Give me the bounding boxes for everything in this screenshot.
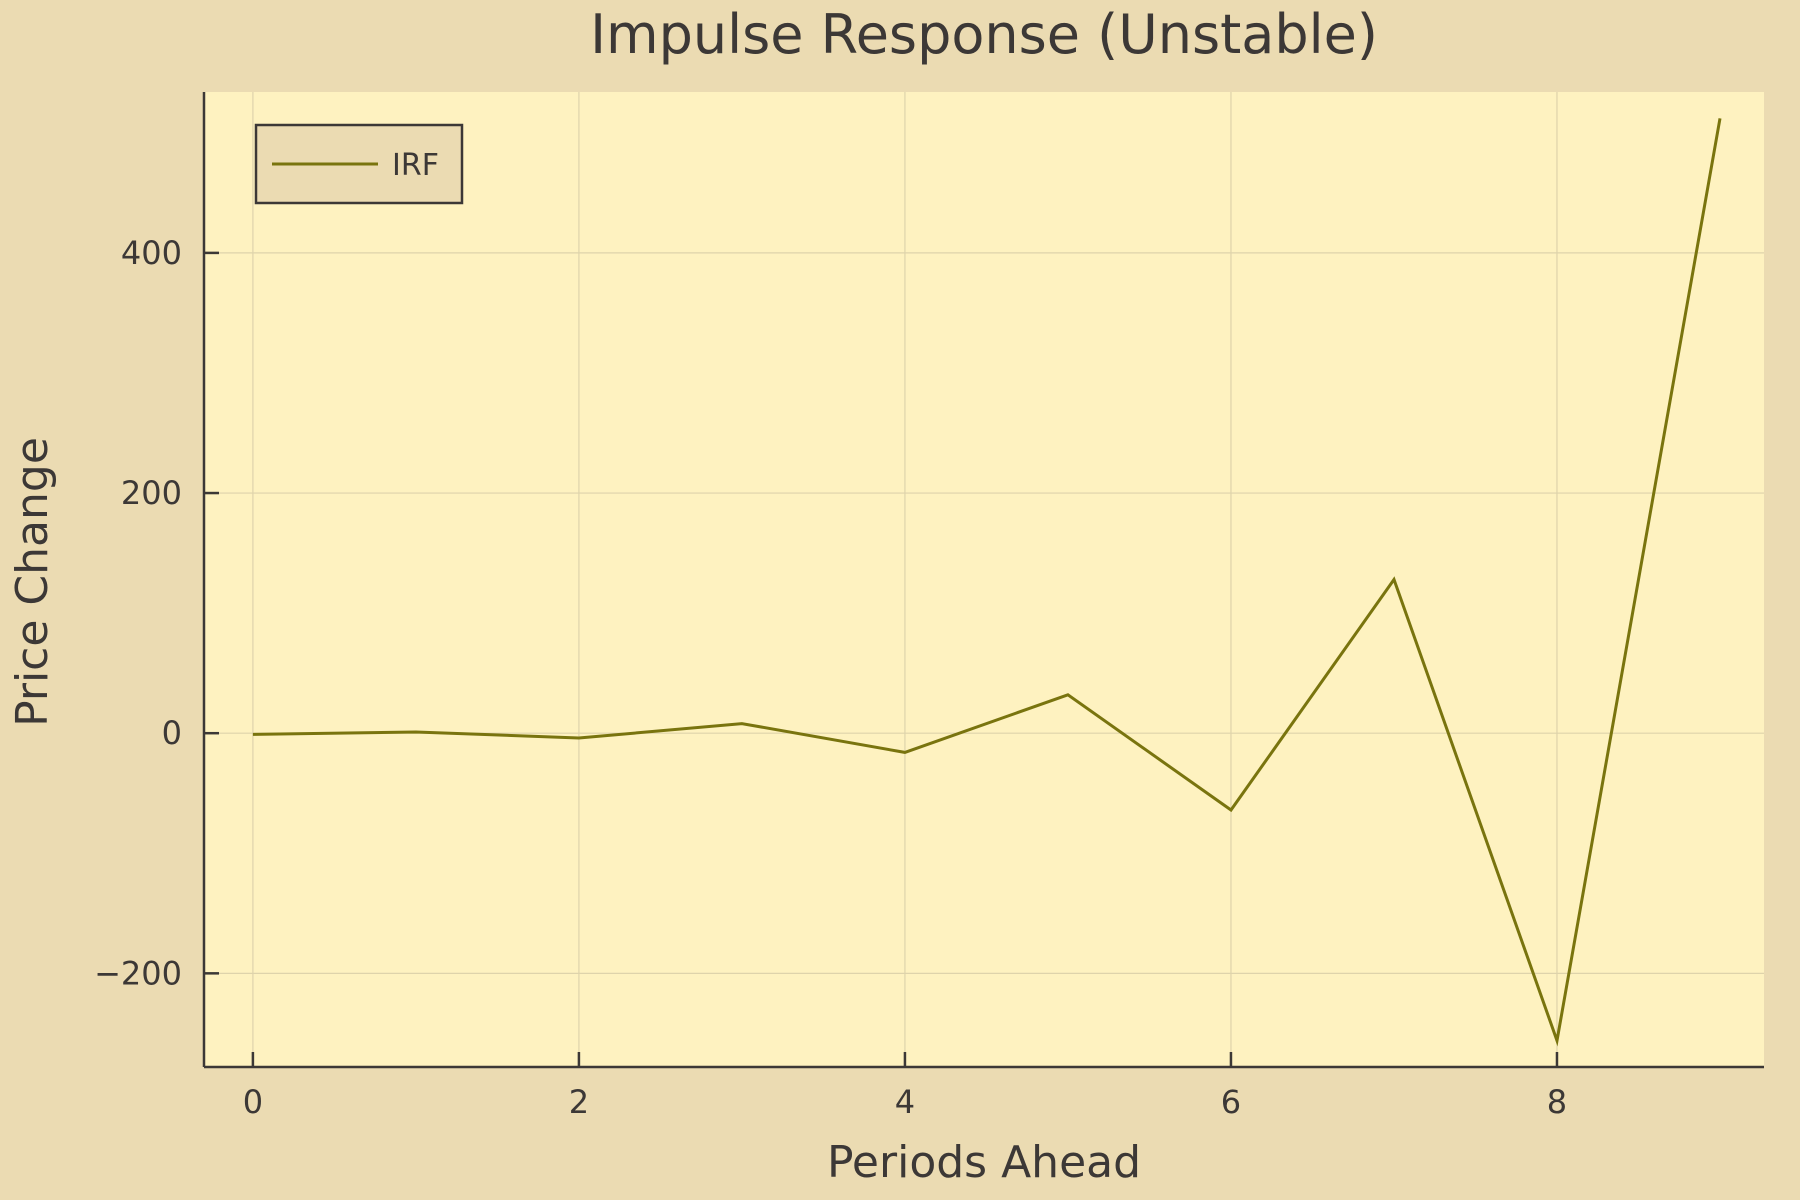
y-tick-label: 200 [121,474,182,512]
plot-area [204,92,1764,1067]
y-tick-label: −200 [94,954,182,992]
grid [204,92,1764,1067]
y-axis-label: Price Change [7,437,58,727]
y-tick-label: 0 [162,714,182,752]
x-axis-label: Periods Ahead [827,1137,1141,1188]
x-tick-label: 4 [895,1083,915,1121]
x-tick-label: 0 [243,1083,263,1121]
x-tick-label: 6 [1221,1083,1241,1121]
axes [202,92,1764,1069]
series-layer [252,118,1722,1047]
y-tick-label: 400 [121,234,182,272]
legend: IRF [254,123,464,205]
chart-title: Impulse Response (Unstable) [590,3,1378,66]
tick-labels: 0 2 4 6 8 −200 0 200 400 [94,234,1567,1121]
legend-label: IRF [392,148,439,183]
x-tick-label: 8 [1547,1083,1567,1121]
series-line-irf [252,118,1722,1047]
x-tick-label: 2 [569,1083,589,1121]
